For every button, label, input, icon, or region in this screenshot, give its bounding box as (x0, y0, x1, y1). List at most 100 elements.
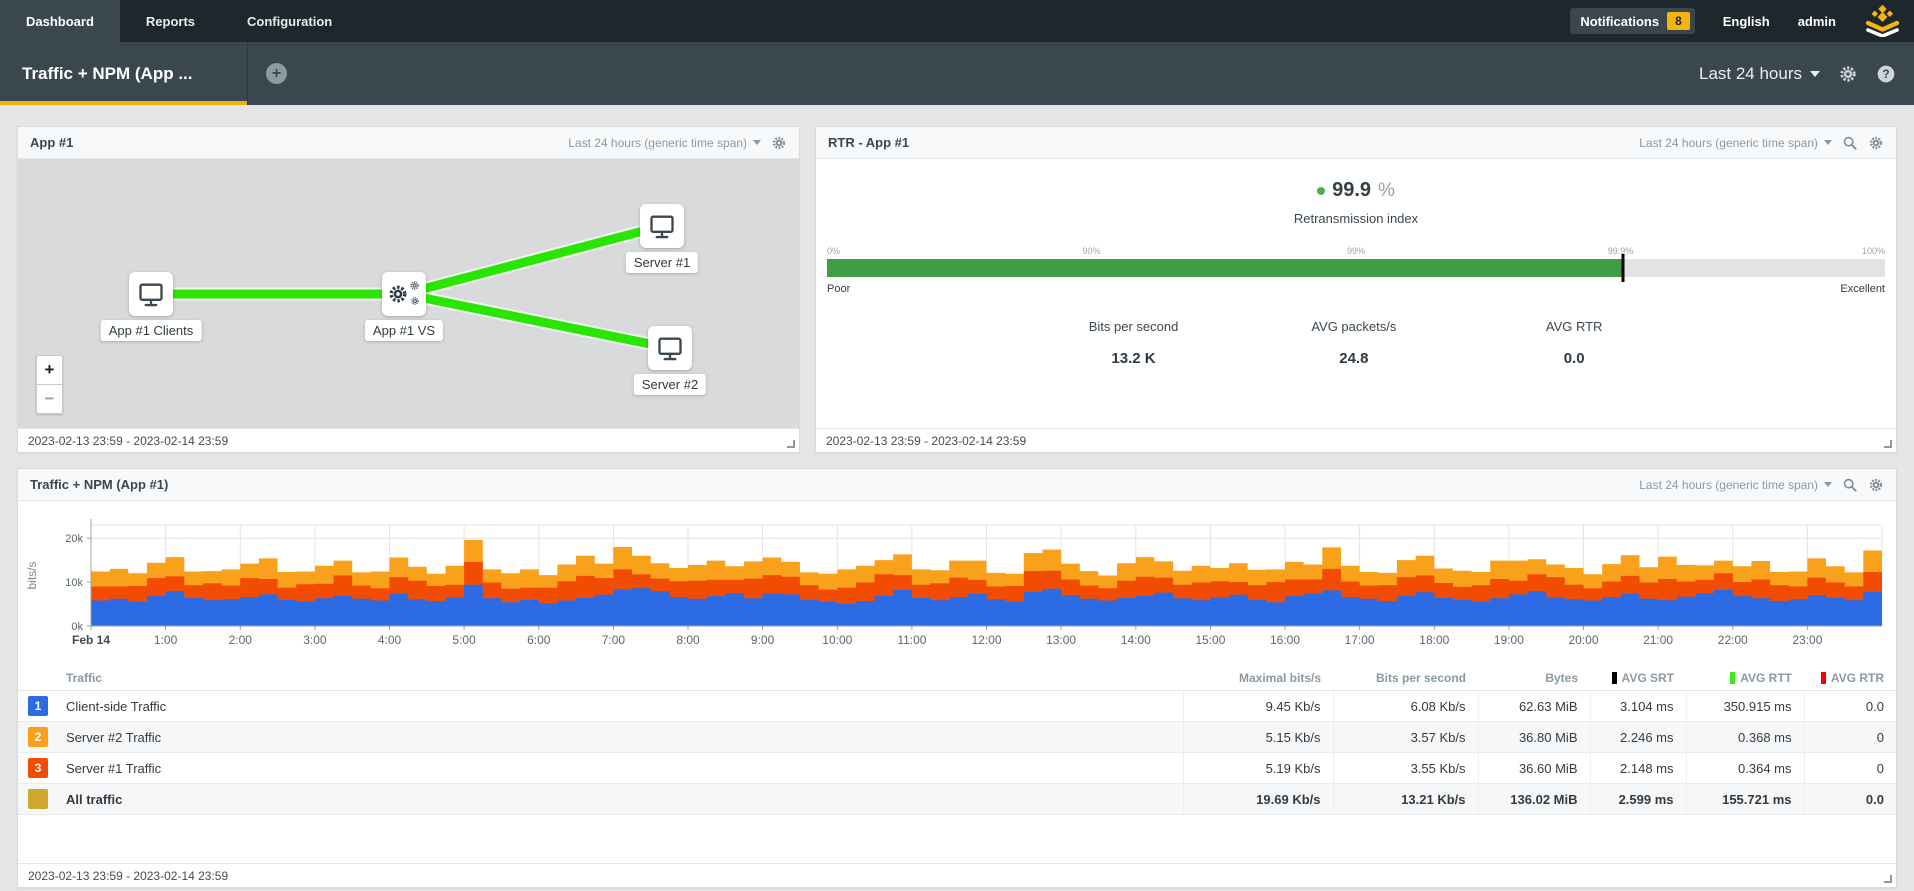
value-cell: 3.57 Kb/s (1332, 721, 1478, 753)
panel-settings-gear-icon[interactable] (1868, 135, 1884, 151)
svg-text:19:00: 19:00 (1494, 633, 1524, 647)
panel-rtr-timespan-selector[interactable]: Last 24 hours (generic time span) (1639, 136, 1832, 150)
col-avg-rtt[interactable]: AVG RTT (1686, 666, 1804, 691)
gauge-tick-label: 0% (827, 246, 841, 256)
nav-tab-dashboard[interactable]: Dashboard (0, 0, 120, 42)
notifications-button[interactable]: Notifications 8 (1570, 8, 1695, 34)
panel-app1-title: App #1 (30, 135, 74, 150)
value-cell: 2.148 ms (1589, 752, 1686, 784)
svg-text:12:00: 12:00 (971, 633, 1001, 647)
user-menu[interactable]: admin (1797, 13, 1836, 29)
nav-tab-reports[interactable]: Reports (120, 0, 221, 42)
stat-bits-per-second: Bits per second 13.2 K (1089, 319, 1179, 367)
node-label-app1-clients: App #1 Clients (100, 320, 202, 341)
value-cell: 0.364 ms (1685, 752, 1804, 784)
notifications-count-badge: 8 (1667, 12, 1690, 30)
series-color-swatch-icon: 3 (28, 758, 48, 778)
svg-text:3:00: 3:00 (303, 633, 327, 647)
nav-tab-configuration-label: Configuration (247, 13, 333, 29)
col-bytes[interactable]: Bytes (1478, 666, 1590, 691)
panel-app1-timespan-selector[interactable]: Last 24 hours (generic time span) (568, 136, 761, 150)
panel-rtr-timerange-text: 2023-02-13 23:59 - 2023-02-14 23:59 (826, 433, 1027, 448)
value-cell: 2.246 ms (1589, 721, 1686, 753)
svg-text:17:00: 17:00 (1345, 633, 1375, 647)
svg-text:7:00: 7:00 (602, 633, 626, 647)
col-avg-rtr[interactable]: AVG RTR (1804, 666, 1896, 691)
resize-handle-icon[interactable] (1884, 440, 1892, 448)
retransmission-unit: % (1378, 180, 1395, 201)
rtr-color-bar-icon (1820, 672, 1826, 684)
stat-value: 0.0 (1563, 350, 1585, 367)
dashboard-tab-active[interactable]: Traffic + NPM (App ... (0, 42, 248, 105)
panel-traffic-title: Traffic + NPM (App #1) (30, 477, 169, 492)
add-dashboard-button[interactable]: + (266, 63, 287, 84)
table-row[interactable]: 2 Server #2 Traffic 5.15 Kb/s 3.57 Kb/s 36.8… (18, 721, 1896, 753)
resize-handle-icon[interactable] (787, 440, 795, 448)
svg-text:Feb 14: Feb 14 (72, 633, 110, 647)
zoom-in-button[interactable]: + (36, 355, 63, 385)
svg-text:8:00: 8:00 (676, 633, 700, 647)
zoom-out-button[interactable]: − (36, 384, 63, 414)
panel-traffic-timespan-selector[interactable]: Last 24 hours (generic time span) (1639, 478, 1832, 492)
table-row[interactable]: All traffic 19.69 Kb/s 13.21 Kb/s 136.02 Mi… (18, 783, 1896, 815)
col-traffic[interactable]: Traffic (66, 666, 1183, 691)
monitor-icon (137, 280, 165, 308)
panel-settings-gear-icon[interactable] (1868, 477, 1884, 493)
status-dot-icon (1317, 186, 1326, 195)
gauge-tick-label: 90% (1082, 246, 1101, 256)
rtt-color-bar-icon (1730, 672, 1736, 684)
value-cell: 3.104 ms (1589, 690, 1686, 722)
node-app1-clients[interactable] (129, 272, 173, 316)
svg-text:13:00: 13:00 (1046, 633, 1076, 647)
rtr-gauge: 0% 90% 99% 99.9% 100% Poor Excellent (827, 246, 1885, 295)
search-icon[interactable] (1842, 477, 1858, 493)
table-row[interactable]: 3 Server #1 Traffic 5.19 Kb/s 3.55 Kb/s 36.6… (18, 752, 1896, 784)
panel-rtr-timespan-label: Last 24 hours (generic time span) (1639, 135, 1818, 150)
link-vs-server1 (399, 221, 667, 299)
node-app1-vs[interactable] (382, 272, 426, 316)
topology-map[interactable]: App #1 Clients App #1 VS Server #1 Serve… (18, 159, 799, 428)
nav-tab-reports-label: Reports (145, 13, 196, 29)
panel-app1-footer: 2023-02-13 23:59 - 2023-02-14 23:59 (18, 428, 799, 452)
value-cell: 0 (1803, 752, 1896, 784)
svg-text:15:00: 15:00 (1195, 633, 1225, 647)
gauge-tick-label: 99.9% (1607, 246, 1634, 256)
link-vs-server2 (399, 289, 675, 353)
col-avg-srt[interactable]: AVG SRT (1590, 666, 1686, 691)
svg-text:6:00: 6:00 (527, 633, 551, 647)
panel-rtr-app1: RTR - App #1 Last 24 hours (generic time… (815, 126, 1897, 453)
gauge-bar (827, 254, 1885, 282)
help-icon[interactable] (1876, 64, 1896, 84)
chevron-down-icon (1810, 70, 1820, 77)
col-bits-per-second[interactable]: Bits per second (1333, 666, 1478, 691)
monitor-icon (656, 334, 684, 362)
gauge-tick-label: 100% (1861, 246, 1885, 256)
panel-settings-gear-icon[interactable] (771, 135, 787, 151)
search-icon[interactable] (1842, 135, 1858, 151)
language-selector[interactable]: English (1722, 13, 1770, 29)
series-color-swatch-icon: 2 (28, 727, 48, 747)
panel-app1-timespan-label: Last 24 hours (generic time span) (568, 135, 747, 150)
value-cell: 9.45 Kb/s (1182, 690, 1333, 722)
svg-text:10k: 10k (65, 577, 83, 589)
nav-tab-configuration[interactable]: Configuration (221, 0, 358, 42)
value-cell: 155.721 ms (1685, 783, 1804, 815)
traffic-chart[interactable]: 0k 10k 20k Feb 14 1:00 2:00 3:00 4:00 5:00 6:00 7:… (18, 506, 1894, 651)
svg-text:21:00: 21:00 (1643, 633, 1673, 647)
node-server2[interactable] (648, 326, 692, 370)
traffic-table-header-row: Traffic Maximal bits/s Bits per second B… (18, 666, 1896, 691)
settings-gear-icon[interactable] (1838, 64, 1858, 84)
node-server1[interactable] (640, 204, 684, 248)
value-cell: 0.368 ms (1685, 721, 1804, 753)
svg-text:4:00: 4:00 (378, 633, 402, 647)
resize-handle-icon[interactable] (1884, 875, 1892, 883)
traffic-name-cell: Server #2 Traffic (66, 721, 1183, 753)
value-cell: 2.599 ms (1589, 783, 1686, 815)
global-time-range-selector[interactable]: Last 24 hours (1699, 64, 1820, 84)
table-row[interactable]: 1 Client-side Traffic 9.45 Kb/s 6.08 Kb/s 62… (18, 690, 1896, 722)
traffic-table-body: 1 Client-side Traffic 9.45 Kb/s 6.08 Kb/s 62… (18, 690, 1896, 815)
col-maximal-bits[interactable]: Maximal bits/s (1183, 666, 1333, 691)
notifications-label: Notifications (1580, 13, 1660, 29)
panel-rtr-footer: 2023-02-13 23:59 - 2023-02-14 23:59 (816, 428, 1896, 452)
stat-value: 13.2 K (1111, 350, 1156, 367)
